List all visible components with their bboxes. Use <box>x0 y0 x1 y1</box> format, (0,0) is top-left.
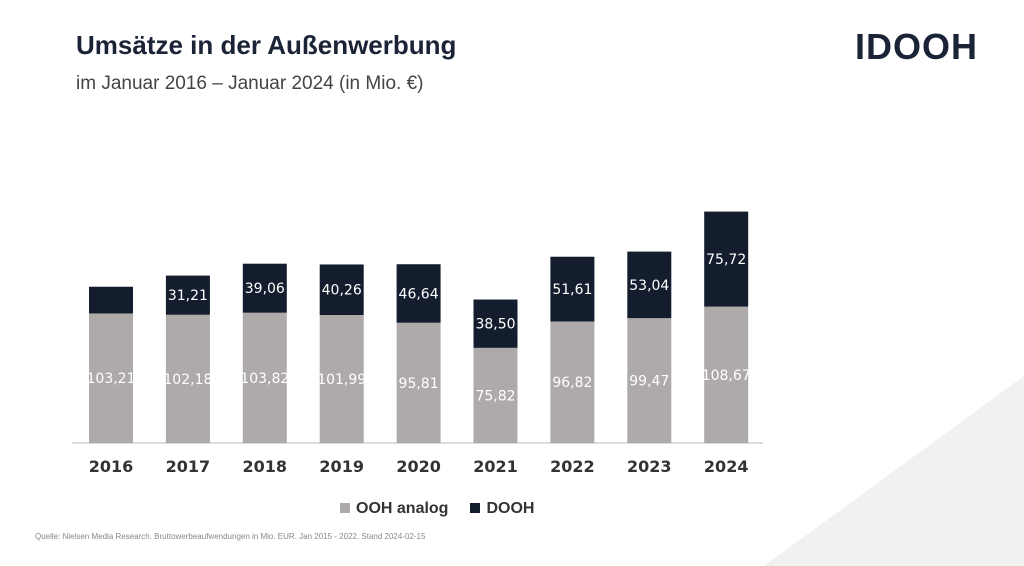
x-tick-label: 2023 <box>627 457 672 476</box>
bar-ooh-analog-2024 <box>704 306 749 443</box>
bar-dooh-2018 <box>242 263 287 313</box>
idooh-logo: IDOOH <box>855 26 979 67</box>
data-label: 46,64 <box>399 286 439 302</box>
data-label: 51,61 <box>552 282 592 298</box>
legend-swatch <box>340 503 350 513</box>
x-tick-label: 2024 <box>704 457 749 476</box>
bar-ooh-analog-2023 <box>627 318 672 443</box>
legend-label: OOH analog <box>356 500 449 517</box>
data-label: 40,26 <box>322 283 362 299</box>
background-shape <box>764 376 1024 566</box>
data-label: 99,47 <box>629 374 669 390</box>
bar-dooh-2017 <box>165 275 210 315</box>
data-label: 75,82 <box>475 388 515 404</box>
bar-ooh-analog-2020 <box>396 322 441 443</box>
x-tick-label: 2017 <box>166 457 211 476</box>
x-tick-label: 2019 <box>319 457 364 476</box>
data-label: 95,81 <box>399 376 439 392</box>
legend-item-ooh-analog: OOH analog <box>340 500 448 518</box>
data-label: 101,99 <box>317 372 366 388</box>
bar-ooh-analog-2018 <box>242 312 287 443</box>
data-label: 53,04 <box>629 278 669 294</box>
x-tick-label: 2018 <box>243 457 288 476</box>
data-label: 75,72 <box>706 252 746 268</box>
page-subtitle: im Januar 2016 – Januar 2024 (in Mio. €) <box>76 73 424 94</box>
data-label: 103,21 <box>87 371 136 387</box>
bar-ooh-analog-2022 <box>550 321 595 443</box>
legend-swatch <box>470 503 481 513</box>
bar-ooh-analog-2019 <box>319 315 364 443</box>
bar-dooh-2019 <box>319 264 364 316</box>
legend-label: DOOH <box>486 500 535 517</box>
data-label: 108,67 <box>702 368 751 384</box>
x-tick-label: 2021 <box>473 457 518 476</box>
x-tick-label: 2022 <box>550 457 595 476</box>
bar-dooh-2023 <box>627 251 672 319</box>
bar-dooh-2020 <box>396 264 441 323</box>
bar-dooh-2024 <box>704 211 749 307</box>
data-label: 39,06 <box>245 281 285 297</box>
x-tick-label: 2016 <box>89 457 134 476</box>
data-label: 38,50 <box>475 317 515 333</box>
bar-dooh-2022 <box>550 256 595 322</box>
chart-legend: OOH analog DOOH <box>340 500 534 518</box>
page-title: Umsätze in der Außenwerbung <box>76 30 457 60</box>
data-label: 96,82 <box>552 375 592 391</box>
data-label: 102,18 <box>163 372 212 388</box>
bar-dooh-2021 <box>473 299 518 348</box>
bar-ooh-analog-2017 <box>165 314 210 443</box>
source-note: Quelle: Nielsen Media Research. Bruttowe… <box>35 532 426 541</box>
x-tick-label: 2020 <box>396 457 441 476</box>
data-label: 31,21 <box>168 288 208 304</box>
data-label: 103,82 <box>240 371 289 387</box>
bar-ooh-analog-2021 <box>473 347 518 443</box>
bar-dooh-2016 <box>89 286 133 314</box>
legend-item-dooh: DOOH <box>470 500 534 518</box>
bar-ooh-analog-2016 <box>89 313 133 443</box>
